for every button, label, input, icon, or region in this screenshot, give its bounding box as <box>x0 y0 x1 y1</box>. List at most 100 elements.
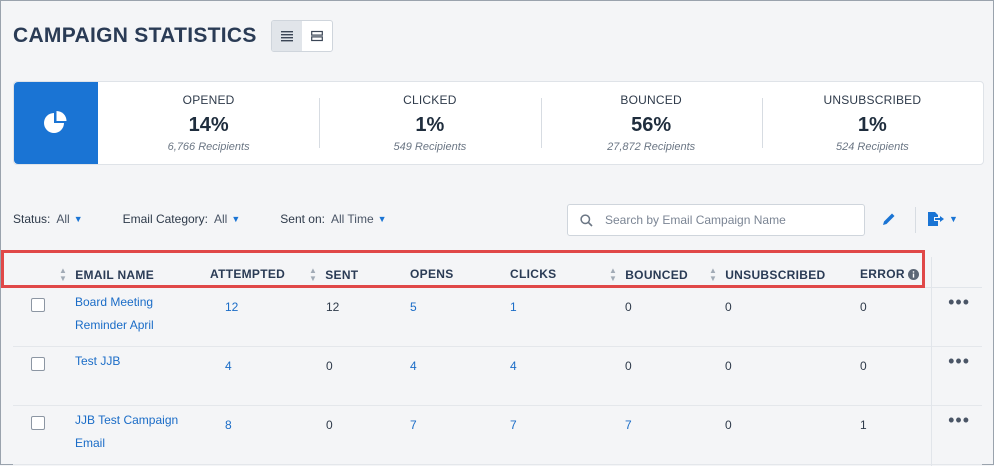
sent-on-filter-value: All Time <box>330 212 374 226</box>
column-label: ATTEMPTED <box>210 267 286 281</box>
row-checkbox[interactable] <box>31 298 45 312</box>
email-name-link[interactable]: Board Meeting Reminder April <box>75 291 154 337</box>
status-filter-value: All <box>56 212 70 226</box>
clicks-cell[interactable]: 1 <box>510 300 517 314</box>
clicks-cell[interactable]: 7 <box>510 418 517 432</box>
email-name-line: JJB Test Campaign <box>75 413 179 427</box>
table-row: JJB Test Campaign Email 8 0 7 7 7 0 1 ••… <box>13 406 982 465</box>
sent-on-filter-label: Sent on: <box>280 212 325 226</box>
export-button[interactable]: ▼ <box>927 211 958 227</box>
column-header-attempted[interactable]: ATTEMPTED <box>210 267 285 281</box>
stats-summary-card: OPENED 14% 6,766 Recipients CLICKED 1% 5… <box>13 81 984 165</box>
opens-cell[interactable]: 4 <box>410 359 417 373</box>
stat-opened: OPENED 14% 6,766 Recipients <box>98 82 319 164</box>
email-name-line: Email <box>75 436 106 450</box>
column-label: EMAIL NAME <box>75 268 154 282</box>
stat-recipients: 27,872 Recipients <box>607 141 696 153</box>
search-input[interactable] <box>603 212 847 228</box>
status-filter-dropdown[interactable]: All ▼ <box>56 212 82 226</box>
list-view-icon <box>280 31 293 42</box>
category-filter-value: All <box>214 212 228 226</box>
column-label: BOUNCED <box>625 268 688 282</box>
stat-value: 56% <box>631 114 672 136</box>
bounced-cell: 0 <box>625 300 632 314</box>
bounced-cell[interactable]: 7 <box>625 418 632 432</box>
opens-cell[interactable]: 5 <box>410 300 417 314</box>
email-name-link[interactable]: Test JJB <box>75 350 120 373</box>
more-icon[interactable]: ••• <box>948 410 970 430</box>
sent-on-filter[interactable]: Sent on: All Time ▼ <box>280 212 386 226</box>
attempted-cell[interactable]: 8 <box>225 418 232 432</box>
bounced-cell: 0 <box>625 359 632 373</box>
column-header-email-name[interactable]: ▲ ▼ EMAIL NAME <box>59 267 154 283</box>
row-checkbox[interactable] <box>31 416 45 430</box>
stat-recipients: 524 Recipients <box>835 141 909 153</box>
chevron-down-icon: ▼ <box>73 214 83 224</box>
stat-label: UNSUBSCRIBED <box>823 93 922 107</box>
column-header-clicks[interactable]: CLICKS <box>510 267 556 281</box>
error-cell: 0 <box>860 300 867 314</box>
attempted-cell[interactable]: 4 <box>225 359 232 373</box>
view-toggle <box>270 20 333 52</box>
stat-bounced: BOUNCED 56% 27,872 Recipients <box>540 82 762 164</box>
stat-label: OPENED <box>182 93 235 107</box>
error-cell: 0 <box>860 359 867 373</box>
sent-cell: 0 <box>326 359 333 373</box>
info-icon[interactable] <box>907 268 919 280</box>
column-header-unsubscribed[interactable]: ▲ ▼ UNSUBSCRIBED <box>709 267 826 283</box>
sent-cell: 0 <box>326 418 333 432</box>
email-name-link[interactable]: JJB Test Campaign Email <box>75 409 178 455</box>
card-view-button[interactable] <box>302 21 332 51</box>
email-name-line: Board Meeting <box>75 295 154 309</box>
sort-icon: ▲ ▼ <box>609 266 618 283</box>
status-filter[interactable]: Status: All ▼ <box>13 212 83 226</box>
search-icon <box>580 213 593 227</box>
stat-value: 1% <box>857 114 887 136</box>
sent-cell: 12 <box>326 300 340 314</box>
actions-column-divider <box>931 257 933 466</box>
column-label: ERROR <box>860 267 905 281</box>
stat-label: BOUNCED <box>620 93 682 107</box>
column-label: SENT <box>325 268 359 282</box>
card-view-icon <box>310 30 323 42</box>
sort-icon: ▲ ▼ <box>59 266 68 283</box>
pencil-icon <box>883 213 895 225</box>
export-icon <box>928 212 944 226</box>
table-row: Test JJB 4 0 4 4 0 0 0 ••• <box>13 347 982 406</box>
stat-label: CLICKED <box>403 93 457 107</box>
more-icon[interactable]: ••• <box>948 351 970 371</box>
email-name-line: Test JJB <box>75 354 121 368</box>
stat-value: 14% <box>188 114 229 136</box>
stats-icon-tile <box>14 82 98 164</box>
filter-bar: Status: All ▼ Email Category: All ▼ Sent… <box>13 212 427 226</box>
page-title: CAMPAIGN STATISTICS <box>13 24 257 47</box>
attempted-cell[interactable]: 12 <box>225 300 239 314</box>
column-label: CLICKS <box>510 267 557 281</box>
column-header-bounced[interactable]: ▲ ▼ BOUNCED <box>609 267 688 283</box>
unsubscribed-cell: 0 <box>725 418 732 432</box>
list-view-button[interactable] <box>271 21 302 51</box>
chevron-down-icon: ▼ <box>231 214 241 224</box>
table-header: ▲ ▼ EMAIL NAME ATTEMPTED ▲ ▼ SENT OPENS CL… <box>13 257 982 288</box>
category-filter-label: Email Category: <box>122 212 208 226</box>
row-checkbox[interactable] <box>31 357 45 371</box>
stat-recipients: 549 Recipients <box>393 141 467 153</box>
column-header-sent[interactable]: ▲ ▼ SENT <box>309 267 358 283</box>
edit-button[interactable] <box>881 211 897 232</box>
opens-cell[interactable]: 7 <box>410 418 417 432</box>
stat-value: 1% <box>415 114 445 136</box>
column-label: OPENS <box>410 267 454 281</box>
more-icon[interactable]: ••• <box>948 292 970 312</box>
stat-unsubscribed: UNSUBSCRIBED 1% 524 Recipients <box>761 82 983 164</box>
search-box <box>567 204 865 236</box>
error-cell: 1 <box>860 418 867 432</box>
email-name-line: Reminder April <box>75 318 154 332</box>
sent-on-filter-dropdown[interactable]: All Time ▼ <box>331 212 387 226</box>
clicks-cell[interactable]: 4 <box>510 359 517 373</box>
sort-icon: ▲ ▼ <box>309 266 318 283</box>
toolbar-divider <box>915 207 916 233</box>
column-header-opens[interactable]: OPENS <box>410 267 454 281</box>
category-filter-dropdown[interactable]: All ▼ <box>214 212 240 226</box>
category-filter[interactable]: Email Category: All ▼ <box>123 212 241 226</box>
column-header-error[interactable]: ERROR <box>860 267 919 281</box>
